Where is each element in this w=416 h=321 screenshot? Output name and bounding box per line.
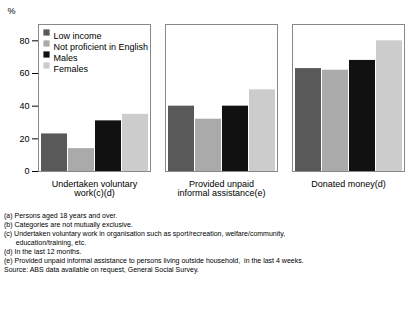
svg-text:0: 0	[24, 166, 29, 176]
html-text:(e) Provided unpaid informal a: (e) Provided unpaid informal assistance …	[4, 257, 304, 264]
svg-text:Undertaken voluntarywork(c)(d): Undertaken voluntarywork(c)(d)	[52, 179, 138, 198]
svg-text:20: 20	[19, 134, 29, 144]
svg-text:Low income: Low income	[54, 31, 102, 41]
html-text:Source: ABS data available on: Source: ABS data available on request, G…	[4, 266, 199, 273]
svg-text:Donated money(d): Donated money(d)	[311, 179, 386, 189]
html-text:(a) Persons aged 18 years and: (a) Persons aged 18 years and over.	[4, 212, 118, 219]
html-text:(d) In the last 12 months.: (d) In the last 12 months.	[4, 248, 82, 255]
html-text:education/training, etc.: education/training, etc.	[4, 239, 87, 246]
html-text:(c) Undertaken voluntary work: (c) Undertaken voluntary work in organis…	[4, 230, 286, 237]
svg-text:Not proficient in English: Not proficient in English	[54, 42, 149, 52]
svg-text:Males: Males	[54, 53, 79, 63]
svg-text:80: 80	[19, 36, 29, 46]
svg-text:Females: Females	[54, 64, 89, 74]
svg-text:60: 60	[19, 68, 29, 78]
html-text:(b) Categories are not mutuall: (b) Categories are not mutually exclusiv…	[4, 221, 133, 228]
svg-text:Provided unpaidinformal assist: Provided unpaidinformal assistance(e)	[177, 179, 265, 198]
svg-text:40: 40	[19, 101, 29, 111]
svg-text:%: %	[8, 6, 16, 16]
